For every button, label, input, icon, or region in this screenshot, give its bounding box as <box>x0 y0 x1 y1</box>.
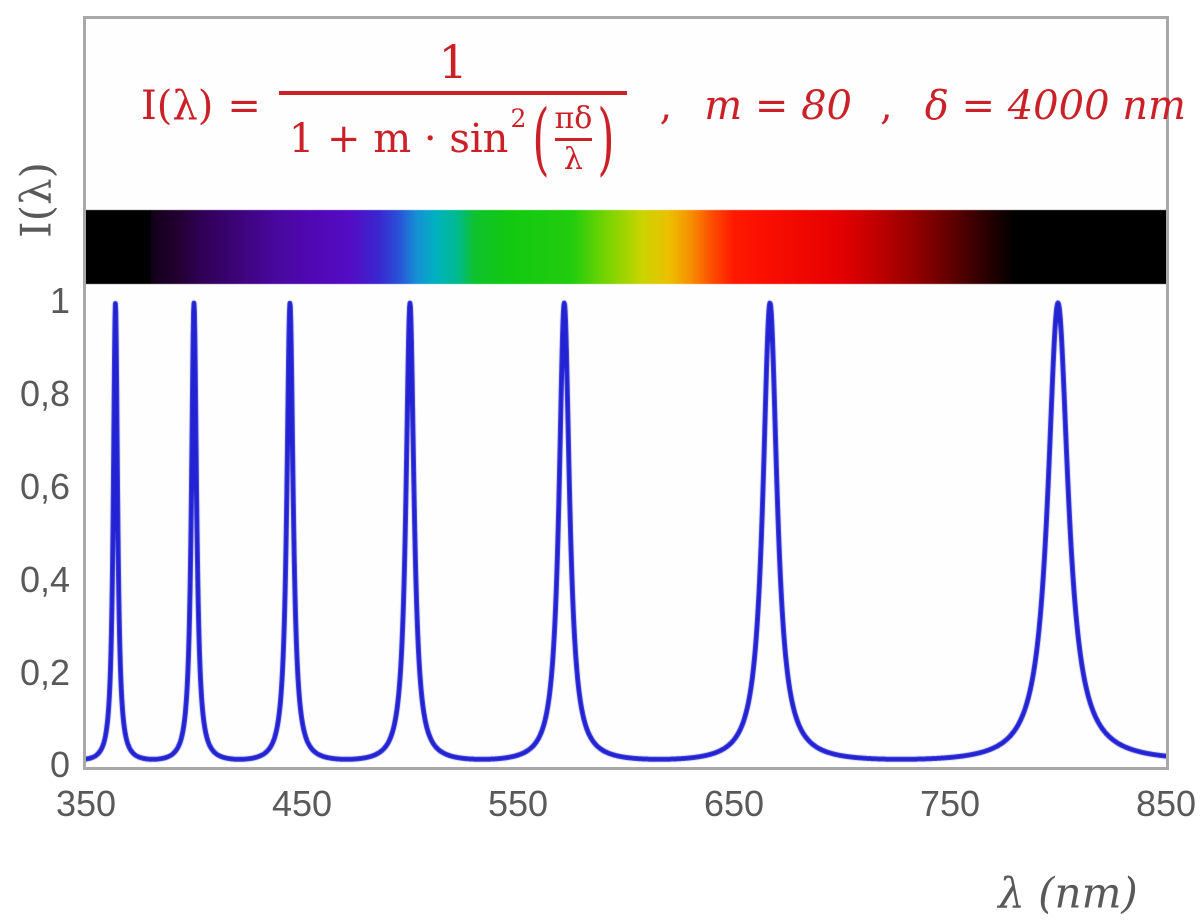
inner-fraction: πδ λ <box>554 100 593 177</box>
fraction-denominator: 1 + m · sin 2 ( πδ λ ) <box>279 94 628 185</box>
chart-canvas <box>86 19 1166 767</box>
x-tick-label: 850 <box>1135 783 1197 824</box>
param-m: m = 80 <box>704 83 852 129</box>
y-tick-label: 0,4 <box>19 559 70 600</box>
denominator-prefix: 1 + m · sin <box>288 116 509 162</box>
close-paren: ) <box>597 93 615 185</box>
x-tick-label: 650 <box>703 783 765 824</box>
formula-fraction: 1 1 + m · sin 2 ( πδ λ ) <box>278 34 628 185</box>
inner-fraction-numerator: πδ <box>554 100 593 136</box>
x-axis-title: λ (nm) <box>998 868 1138 918</box>
inner-fraction-denominator: λ <box>563 141 583 177</box>
fraction-bar <box>278 90 628 95</box>
x-tick-label: 750 <box>919 783 981 824</box>
formula-equals: = <box>227 83 261 129</box>
x-tick-label: 350 <box>55 783 117 824</box>
fraction-numerator: 1 <box>438 34 468 89</box>
open-paren: ( <box>532 93 550 185</box>
y-tick-label: 0 <box>49 744 70 785</box>
sin-exponent: 2 <box>510 103 527 133</box>
formula-lhs: I(λ) <box>141 83 214 129</box>
y-tick-label: 0,2 <box>19 652 70 693</box>
formula: I(λ) = 1 1 + m · sin 2 ( πδ λ ) , m = 80 <box>141 31 1186 185</box>
param-delta: δ = 4000 nm <box>924 83 1186 129</box>
plot-area: I(λ) = 1 1 + m · sin 2 ( πδ λ ) , m = 80 <box>83 16 1186 770</box>
x-tick-label: 450 <box>271 783 333 824</box>
y-tick-label: 1 <box>49 280 70 321</box>
x-tick-label: 550 <box>487 783 549 824</box>
comma: , <box>659 83 673 129</box>
y-tick-label: 0,8 <box>19 373 70 414</box>
inner-fraction-bar <box>554 137 593 141</box>
comma: , <box>879 83 893 129</box>
y-tick-label: 0,6 <box>19 466 70 507</box>
y-axis-title: I(λ) <box>11 162 61 238</box>
